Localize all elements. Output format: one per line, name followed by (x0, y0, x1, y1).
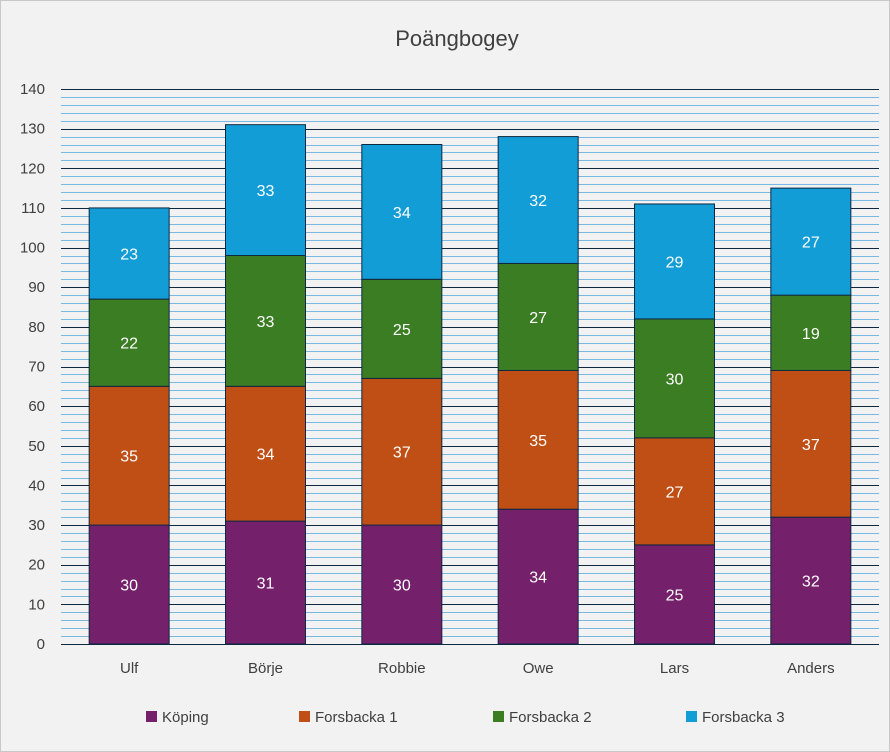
y-tick-label: 100 (20, 240, 45, 257)
data-label: 34 (393, 205, 411, 222)
bar-segment (225, 520, 306, 645)
y-tick-label: 120 (20, 160, 45, 177)
bar-segment (361, 377, 443, 526)
data-label: 27 (529, 310, 547, 327)
data-label: 29 (666, 254, 684, 271)
y-tick-label: 70 (28, 359, 45, 376)
data-label: 37 (393, 445, 411, 462)
y-tick-label: 110 (21, 200, 45, 217)
y-tick-label: 30 (28, 517, 45, 534)
bar-segment (497, 136, 579, 264)
bar-segment (770, 187, 852, 296)
bar-segment (225, 385, 306, 522)
y-tick-label: 80 (28, 319, 45, 336)
legend-label: Forsbacka 3 (702, 709, 785, 726)
legend-label: Köping (162, 709, 209, 726)
legend-label: Forsbacka 1 (315, 709, 398, 726)
y-axis-ticks: 0 10 20 30 40 50 60 70 80 90 100 110 120 130 140 (20, 81, 45, 653)
data-label: 35 (120, 449, 138, 466)
bar-segment (497, 262, 579, 371)
data-label: 32 (802, 574, 820, 591)
bar-segment (497, 508, 579, 645)
data-label: 33 (257, 183, 275, 200)
x-tick-label: Owe (523, 660, 554, 677)
y-tick-label: 60 (28, 398, 45, 415)
x-tick-label: Lars (660, 660, 689, 677)
bar-segment (361, 144, 443, 280)
data-label: 30 (120, 578, 138, 595)
x-axis-labels: Ulf Börje Robbie Owe Lars Anders (120, 660, 835, 677)
y-tick-label: 130 (20, 121, 45, 138)
legend-label: Forsbacka 2 (509, 709, 592, 726)
x-tick-label: Robbie (378, 660, 426, 677)
y-tick-label: 0 (37, 636, 45, 653)
y-tick-label: 40 (28, 477, 45, 494)
legend-swatch (299, 711, 310, 722)
data-label: 34 (529, 570, 547, 587)
data-label: 27 (666, 484, 684, 501)
bar-segment (634, 203, 715, 320)
data-label: 34 (257, 447, 275, 464)
bar-segment (88, 385, 170, 526)
y-tick-label: 90 (28, 279, 45, 296)
legend-swatch (493, 711, 504, 722)
legend-swatch (686, 711, 697, 722)
data-label: 30 (666, 371, 684, 388)
data-label: 33 (257, 314, 275, 331)
bar-segment (497, 369, 579, 510)
chart-title: Poängbogey (395, 26, 519, 51)
data-label: 23 (120, 247, 138, 264)
data-label: 37 (802, 437, 820, 454)
data-label: 35 (529, 433, 547, 450)
data-label: 22 (120, 336, 138, 353)
y-tick-label: 50 (28, 438, 45, 455)
data-label: 25 (393, 322, 411, 339)
bars (88, 124, 852, 645)
legend: Köping Forsbacka 1 Forsbacka 2 Forsbacka 3 (146, 709, 785, 726)
bar-segment (634, 318, 715, 439)
bar-segment (88, 207, 170, 300)
bar-segment (770, 369, 852, 518)
bar-segment (634, 544, 715, 645)
data-labels: 30 35 22 23 31 34 33 33 30 37 25 34 34 35 27 32 25 27 30 29… (120, 183, 820, 604)
x-tick-label: Börje (248, 660, 283, 677)
bar-segment (770, 294, 852, 371)
y-tick-label: 10 (28, 596, 45, 613)
x-tick-label: Ulf (120, 660, 139, 677)
y-tick-label: 20 (28, 557, 45, 574)
bar-segment (88, 524, 170, 645)
data-label: 30 (393, 578, 411, 595)
data-label: 27 (802, 235, 820, 252)
data-label: 31 (257, 576, 275, 593)
x-tick-label: Anders (787, 660, 835, 677)
bar-segment (361, 278, 443, 379)
legend-swatch (146, 711, 157, 722)
grid-lines (61, 89, 879, 645)
y-tick-label: 140 (20, 81, 45, 98)
bar-segment (225, 255, 306, 387)
bar-segment (225, 124, 306, 256)
data-label: 25 (666, 587, 684, 604)
data-label: 32 (529, 193, 547, 210)
data-label: 19 (802, 326, 820, 343)
